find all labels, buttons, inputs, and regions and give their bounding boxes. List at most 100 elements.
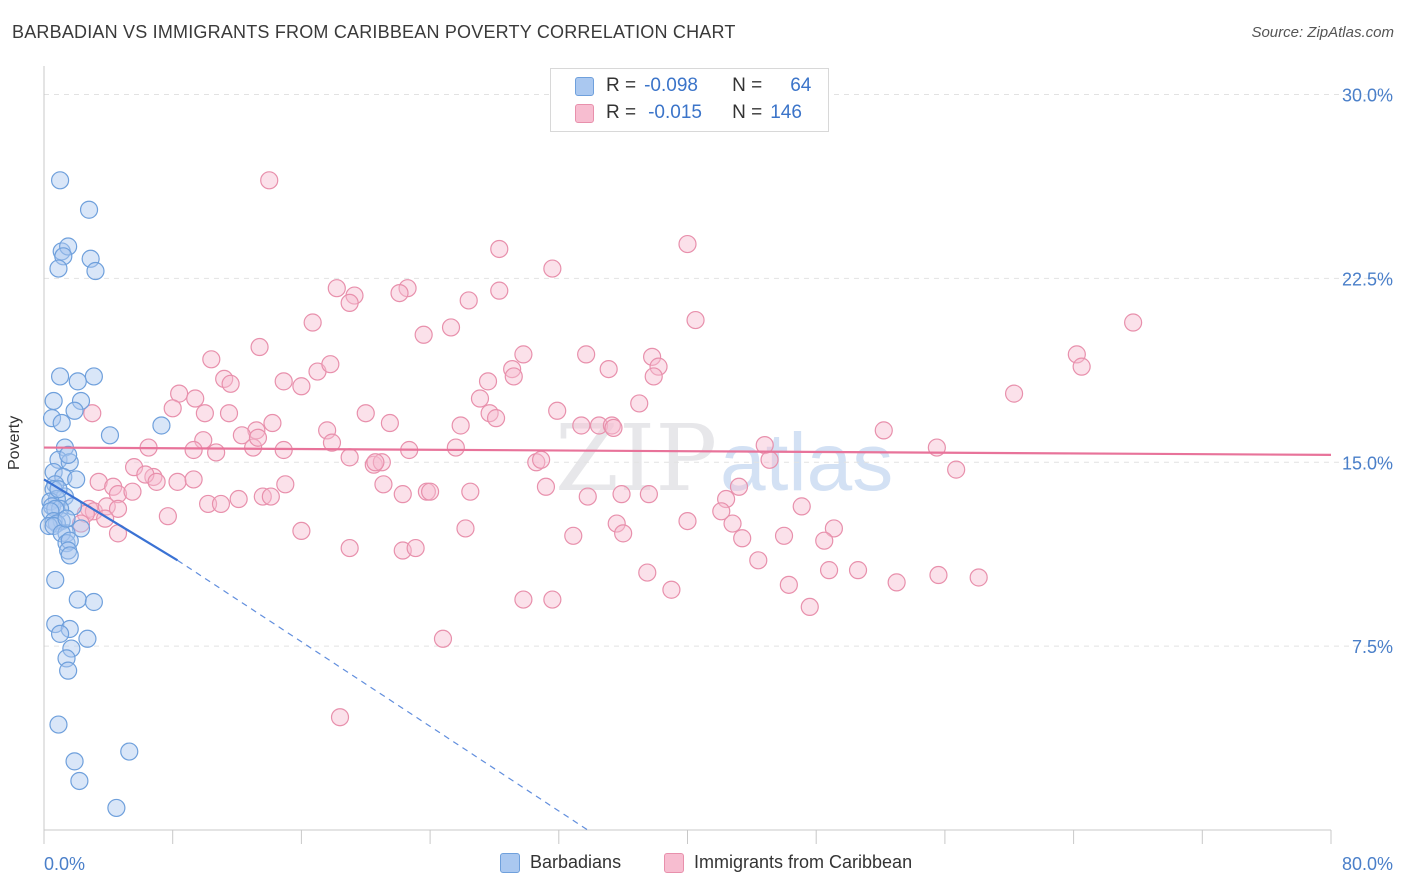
caribbean-point xyxy=(446,438,465,457)
caribbean-point xyxy=(470,389,490,408)
y-tick-label: 30.0% xyxy=(1342,86,1393,106)
caribbean-point xyxy=(207,443,226,462)
barbadian-point xyxy=(120,742,139,761)
barbadian-point xyxy=(68,590,87,609)
caribbean-point xyxy=(366,453,385,472)
legend-item-barbadians[interactable]: Barbadians xyxy=(500,852,621,873)
caribbean-point xyxy=(195,404,214,423)
caribbean-point xyxy=(186,389,205,408)
barbadian-point xyxy=(46,570,65,590)
caribbean-point xyxy=(749,551,768,570)
caribbean-point xyxy=(887,573,906,592)
caribbean-point xyxy=(572,416,591,435)
caribbean-point xyxy=(321,355,340,374)
caribbean-point xyxy=(723,514,742,533)
barbadian-point xyxy=(65,401,84,420)
caribbean-point xyxy=(643,347,662,366)
n-label: N = xyxy=(732,75,763,96)
barbadian-point xyxy=(71,391,91,411)
caribbean-point xyxy=(229,489,248,509)
barbadian-point xyxy=(86,261,105,281)
caribbean-point xyxy=(599,359,618,379)
caribbean-trend-line xyxy=(43,446,1332,457)
barbadian-point xyxy=(59,445,78,465)
caribbean-point xyxy=(276,475,295,494)
caribbean-point xyxy=(219,404,239,423)
barbadian-trend-extension xyxy=(177,559,589,831)
barbadian-point xyxy=(52,413,71,433)
caribbean-point xyxy=(89,472,108,491)
caribbean-point xyxy=(639,485,658,504)
caribbean-point xyxy=(260,171,279,190)
barbadian-point xyxy=(49,715,68,734)
caribbean-point xyxy=(800,597,819,617)
pink-swatch-icon xyxy=(575,103,594,123)
caribbean-point xyxy=(527,453,546,472)
caribbean-point xyxy=(406,538,425,558)
barbadian-trend-line xyxy=(43,478,179,562)
caribbean-point xyxy=(340,538,359,558)
caribbean-point xyxy=(168,472,187,491)
caribbean-point xyxy=(221,374,240,393)
caribbean-point xyxy=(340,448,359,467)
caribbean-point xyxy=(929,565,948,585)
legend-label: Immigrants from Caribbean xyxy=(694,852,913,872)
caribbean-point xyxy=(577,345,596,364)
caribbean-point xyxy=(456,519,475,538)
caribbean-point xyxy=(83,404,102,423)
barbadian-point xyxy=(60,619,79,639)
caribbean-point xyxy=(421,482,440,501)
caribbean-point xyxy=(486,409,506,428)
series-legend: Barbadians Immigrants from Caribbean xyxy=(0,852,1406,876)
caribbean-point xyxy=(124,458,144,477)
caribbean-point xyxy=(662,580,681,599)
caribbean-point xyxy=(536,477,556,496)
caribbean-point xyxy=(198,494,218,514)
caribbean-point xyxy=(644,367,663,386)
caribbean-point xyxy=(461,482,480,501)
n-value: 64 xyxy=(790,75,812,96)
caribbean-point xyxy=(330,708,350,727)
barbadian-point xyxy=(78,629,97,648)
caribbean-point xyxy=(589,416,609,435)
legend-label: Barbadians xyxy=(530,852,622,872)
chart-title: BARBADIAN VS IMMIGRANTS FROM CARIBBEAN P… xyxy=(12,22,736,42)
caribbean-point xyxy=(356,404,375,423)
barbadian-point xyxy=(79,200,99,219)
caribbean-point xyxy=(393,485,412,504)
caribbean-point xyxy=(543,590,562,609)
caribbean-point xyxy=(184,470,203,489)
caribbean-point xyxy=(649,357,668,376)
stats-row-caribbean: R = -0.015 N = 146 xyxy=(575,102,802,124)
barbadian-point xyxy=(42,409,62,428)
caribbean-point xyxy=(815,531,834,550)
barbadian-point xyxy=(49,259,68,278)
caribbean-point xyxy=(108,499,128,518)
caribbean-point xyxy=(612,485,631,504)
caribbean-point xyxy=(630,394,649,413)
caribbean-point xyxy=(374,475,393,494)
caribbean-point xyxy=(969,568,988,587)
caribbean-point xyxy=(327,279,346,298)
caribbean-point xyxy=(292,521,311,541)
caribbean-point xyxy=(414,325,433,344)
r-value: -0.098 xyxy=(644,75,698,96)
n-value: 146 xyxy=(770,102,802,123)
y-tick-label: 15.0% xyxy=(1342,453,1393,473)
legend-item-caribbean[interactable]: Immigrants from Caribbean xyxy=(664,852,912,873)
barbadian-point xyxy=(67,470,86,489)
caribbean-point xyxy=(760,450,779,469)
caribbean-point xyxy=(340,293,359,313)
caribbean-point xyxy=(211,494,231,514)
caribbean-point xyxy=(1124,313,1143,332)
caribbean-point xyxy=(108,485,128,504)
caribbean-point xyxy=(380,413,399,433)
barbadian-point xyxy=(50,367,70,386)
barbadian-point xyxy=(100,426,120,445)
caribbean-point xyxy=(303,313,322,332)
stats-legend: R = -0.098 N = 64 R = -0.015 N = 146 xyxy=(550,68,829,132)
caribbean-point xyxy=(514,590,533,609)
barbadian-point xyxy=(50,171,70,190)
caribbean-point xyxy=(71,514,91,533)
